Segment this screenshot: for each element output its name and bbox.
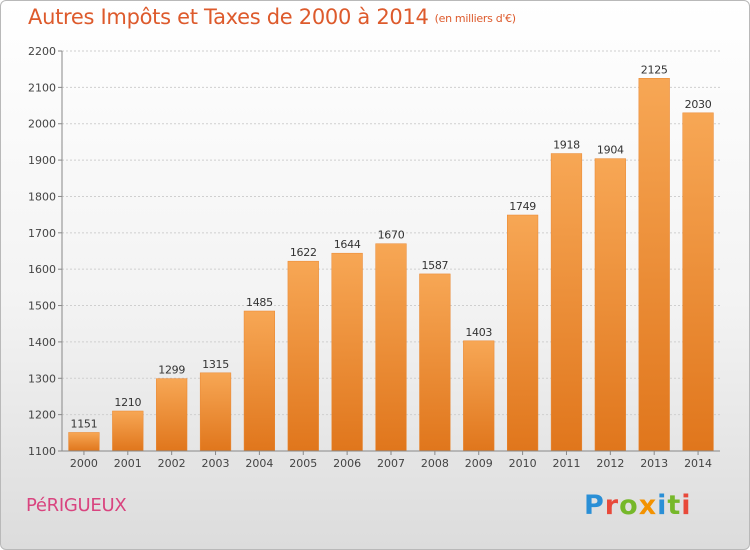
x-tick-label-2001: 2001: [114, 457, 142, 470]
data-label-2009: 1403: [465, 326, 492, 339]
x-tick-label-2003: 2003: [202, 457, 230, 470]
x-tick-label-2006: 2006: [333, 457, 361, 470]
logo-letter: i: [681, 490, 692, 521]
y-tick-label: 1100: [28, 445, 56, 458]
x-tick-label-2014: 2014: [684, 457, 712, 470]
data-label-2011: 1918: [553, 139, 580, 152]
bar-2002: [156, 378, 188, 452]
bar-2009: [463, 340, 495, 452]
x-tick-label-2008: 2008: [421, 457, 449, 470]
data-label-2002: 1299: [158, 364, 185, 377]
data-label-2000: 1151: [71, 417, 98, 430]
x-tick-label-2000: 2000: [70, 457, 98, 470]
y-tick-label: 2100: [28, 81, 56, 94]
bar-2000: [68, 432, 100, 452]
commune-name: PéRIGUEUX: [26, 495, 127, 516]
chart-title-text: Autres Impôts et Taxes de 2000 à 2014: [28, 5, 429, 29]
data-label-2003: 1315: [202, 358, 229, 371]
bars: 1151 1210 1299 1315 1485 1622 1644 1670 1587 1403…: [68, 63, 714, 452]
data-label-2004: 1485: [246, 296, 273, 309]
bar-2006: [331, 252, 363, 452]
data-label-2005: 1622: [290, 246, 317, 259]
bar-2007: [375, 243, 407, 452]
y-tick-label: 1900: [28, 154, 56, 167]
bar-2003: [199, 372, 232, 452]
bar-2005: [287, 260, 319, 452]
y-tick-label: 1800: [28, 190, 56, 203]
y-tick-label: 2000: [28, 118, 56, 131]
data-label-2006: 1644: [334, 238, 361, 251]
bar-2001: [112, 410, 144, 452]
x-tick-label-2010: 2010: [509, 457, 537, 470]
y-tick-label: 1300: [28, 372, 56, 385]
bar-2012: [594, 158, 626, 452]
bar-2004: [243, 310, 276, 452]
logo-letter: P: [584, 490, 605, 521]
proxiti-logo: Proxiti: [584, 490, 692, 521]
logo-letter: i: [657, 490, 668, 521]
y-tick-label: 1700: [28, 227, 56, 240]
x-tick-label-2013: 2013: [640, 457, 668, 470]
data-label-2014: 2030: [685, 98, 712, 111]
data-label-2013: 2125: [641, 63, 668, 76]
y-tick-label: 2200: [28, 45, 56, 58]
x-tick-label-2012: 2012: [596, 457, 624, 470]
x-tick-label-2011: 2011: [552, 457, 580, 470]
bar-2011: [550, 153, 583, 452]
bar-2013: [638, 78, 670, 452]
bar-2014: [682, 112, 714, 452]
logo-letter: o: [619, 490, 639, 521]
x-axis: 2000 2001 2002 2003 2004 2005 2006 2007 2008 2009…: [62, 450, 720, 470]
data-label-2001: 1210: [114, 396, 141, 409]
logo-letter: t: [667, 490, 682, 521]
y-tick-label: 1500: [28, 300, 56, 313]
x-tick-label-2009: 2009: [465, 457, 493, 470]
chart-title: Autres Impôts et Taxes de 2000 à 2014 (en…: [28, 5, 516, 29]
data-label-2010: 1749: [509, 200, 536, 213]
y-tick-label: 1600: [28, 263, 56, 276]
data-label-2012: 1904: [597, 144, 624, 157]
x-tick-label-2005: 2005: [289, 457, 317, 470]
chart-unit: (en milliers d'€): [434, 12, 516, 25]
y-tick-label: 1200: [28, 409, 56, 422]
x-tick-label-2002: 2002: [158, 457, 186, 470]
logo-letter: r: [604, 490, 620, 521]
y-axis: 1100 1200 1300 1400 1500 1600 1700 1800 1900 2000…: [28, 45, 63, 458]
bar-2010: [506, 214, 539, 452]
logo-letter: x: [638, 490, 658, 521]
data-label-2007: 1670: [378, 229, 405, 242]
x-tick-label-2004: 2004: [245, 457, 273, 470]
y-tick-label: 1400: [28, 336, 56, 349]
bar-2008: [419, 273, 451, 452]
x-tick-label-2007: 2007: [377, 457, 405, 470]
data-label-2008: 1587: [421, 259, 448, 272]
